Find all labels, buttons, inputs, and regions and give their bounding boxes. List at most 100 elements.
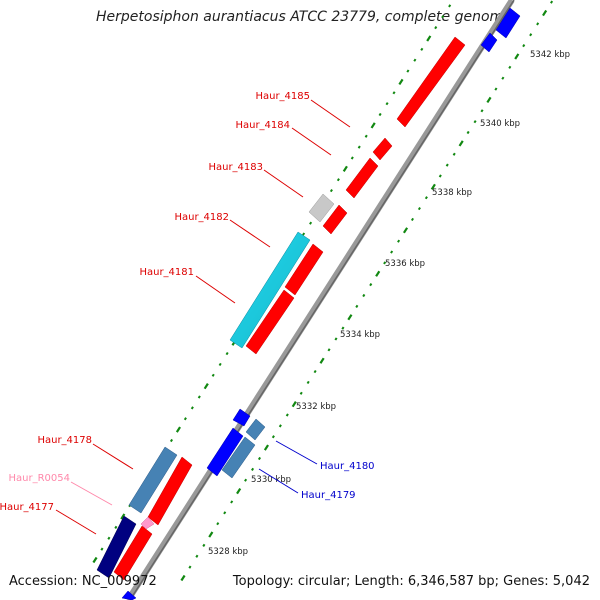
minor-tick <box>223 511 227 515</box>
label-haur-4179[interactable]: Haur_4179 <box>301 490 356 501</box>
gene-haur-4177-fwd[interactable] <box>113 525 153 581</box>
minor-tick <box>441 15 445 19</box>
gene-haur-4179-steelblue1[interactable] <box>245 418 266 441</box>
major-tick <box>208 531 214 538</box>
gene-haur-4180-small[interactable] <box>232 408 251 427</box>
label-haur-4184[interactable]: Haur_4184 <box>235 120 290 131</box>
label-haur-4185[interactable]: Haur_4185 <box>255 91 310 102</box>
leader-haur-4180 <box>275 440 318 465</box>
major-tick <box>542 9 548 17</box>
minor-tick <box>390 250 394 254</box>
gene-blue-5342a[interactable] <box>480 32 498 53</box>
minor-tick <box>114 525 118 529</box>
minor-tick <box>336 178 340 182</box>
minor-tick <box>100 547 104 551</box>
minor-tick <box>183 417 187 421</box>
label-haur-4182[interactable]: Haur_4182 <box>174 212 229 223</box>
minor-tick <box>313 369 317 374</box>
major-tick <box>430 183 436 190</box>
minor-tick <box>522 44 526 48</box>
gene-haur-4181-fwd[interactable] <box>284 243 324 296</box>
minor-tick <box>369 283 373 287</box>
genome-backbone-edge <box>129 0 515 600</box>
gene-haur-4183-gray[interactable] <box>308 193 335 223</box>
minor-tick <box>438 174 442 178</box>
minor-tick <box>392 91 396 95</box>
leader-haur-4183 <box>263 169 304 198</box>
major-tick <box>514 53 520 60</box>
genome-title: Herpetosiphon aurantiacus ATCC 23779, co… <box>96 9 512 25</box>
minor-tick <box>197 395 201 399</box>
minor-tick <box>216 522 220 526</box>
major-tick <box>342 165 348 172</box>
kbp-label: 5342 kbp <box>530 50 570 60</box>
minor-tick <box>362 293 366 298</box>
gene-red-5334[interactable] <box>245 289 295 355</box>
gene-haur-4181-cyan[interactable] <box>229 231 311 349</box>
minor-tick <box>299 391 303 395</box>
leader-haur-4177 <box>55 509 97 535</box>
minor-tick <box>357 145 361 149</box>
kbp-label: 5328 kbp <box>208 547 248 557</box>
minor-tick <box>278 424 282 428</box>
minor-tick <box>378 112 382 117</box>
gene-haur-4178-steelblue[interactable] <box>128 446 178 514</box>
label-haur-4177[interactable]: Haur_4177 <box>0 502 54 513</box>
summary-label: Topology: circular; Length: 6,346,587 bp… <box>232 574 590 589</box>
minor-tick <box>257 456 262 461</box>
major-tick <box>120 513 126 520</box>
gene-haur-4180-arrow[interactable] <box>206 427 244 477</box>
kbp-label: 5332 kbp <box>296 402 336 412</box>
gene-haur-4183[interactable] <box>345 157 379 199</box>
leader-haur-r0054 <box>70 481 113 506</box>
minor-tick <box>225 351 229 356</box>
minor-tick <box>230 500 234 504</box>
kbp-label: 5336 kbp <box>385 259 425 269</box>
minor-tick <box>244 478 248 482</box>
label-haur-4180[interactable]: Haur_4180 <box>320 461 375 472</box>
minor-tick <box>350 156 354 160</box>
minor-tick <box>501 76 505 80</box>
leader-haur-4182 <box>229 219 271 248</box>
gene-blue-bottom[interactable] <box>121 590 137 600</box>
gene-haur-4177-navy[interactable] <box>96 515 137 579</box>
major-tick <box>398 78 404 86</box>
major-tick <box>347 314 353 321</box>
major-tick <box>236 487 242 495</box>
label-haur-r0054[interactable]: Haur_R0054 <box>9 473 71 484</box>
minor-tick <box>211 373 215 377</box>
gene-haur-4184[interactable] <box>372 137 393 161</box>
minor-tick <box>190 406 194 410</box>
label-haur-4181[interactable]: Haur_4181 <box>139 267 194 278</box>
major-tick <box>402 227 409 234</box>
minor-tick <box>309 221 313 225</box>
genome-backbone <box>125 0 515 600</box>
minor-tick <box>434 26 438 30</box>
major-tick <box>203 383 209 390</box>
kbp-label: 5334 kbp <box>340 330 380 340</box>
rna-haur-r0054[interactable] <box>140 516 155 530</box>
minor-tick <box>334 337 338 341</box>
minor-tick <box>306 380 310 385</box>
major-tick <box>426 35 432 42</box>
gene-blue-5342b[interactable] <box>495 7 521 39</box>
minor-tick <box>397 239 401 243</box>
minor-tick <box>445 163 449 167</box>
gene-haur-4178-fwd[interactable] <box>147 456 193 526</box>
kbp-label: 5340 kbp <box>480 119 520 129</box>
minor-tick <box>364 134 368 138</box>
minor-tick <box>107 536 111 540</box>
minor-tick <box>550 0 554 4</box>
minor-tick <box>202 543 206 547</box>
minor-tick <box>385 102 389 106</box>
gene-haur-4182-fwd[interactable] <box>322 204 348 235</box>
minor-tick <box>329 188 333 193</box>
label-haur-4178[interactable]: Haur_4178 <box>37 435 92 446</box>
gene-haur-4179-steelblue2[interactable] <box>221 436 256 479</box>
minor-tick <box>410 217 414 222</box>
minor-tick <box>218 362 222 367</box>
gene-haur-4185[interactable] <box>396 36 466 128</box>
major-tick <box>175 426 181 433</box>
leader-haur-4178 <box>92 443 134 470</box>
label-haur-4183[interactable]: Haur_4183 <box>208 162 263 173</box>
